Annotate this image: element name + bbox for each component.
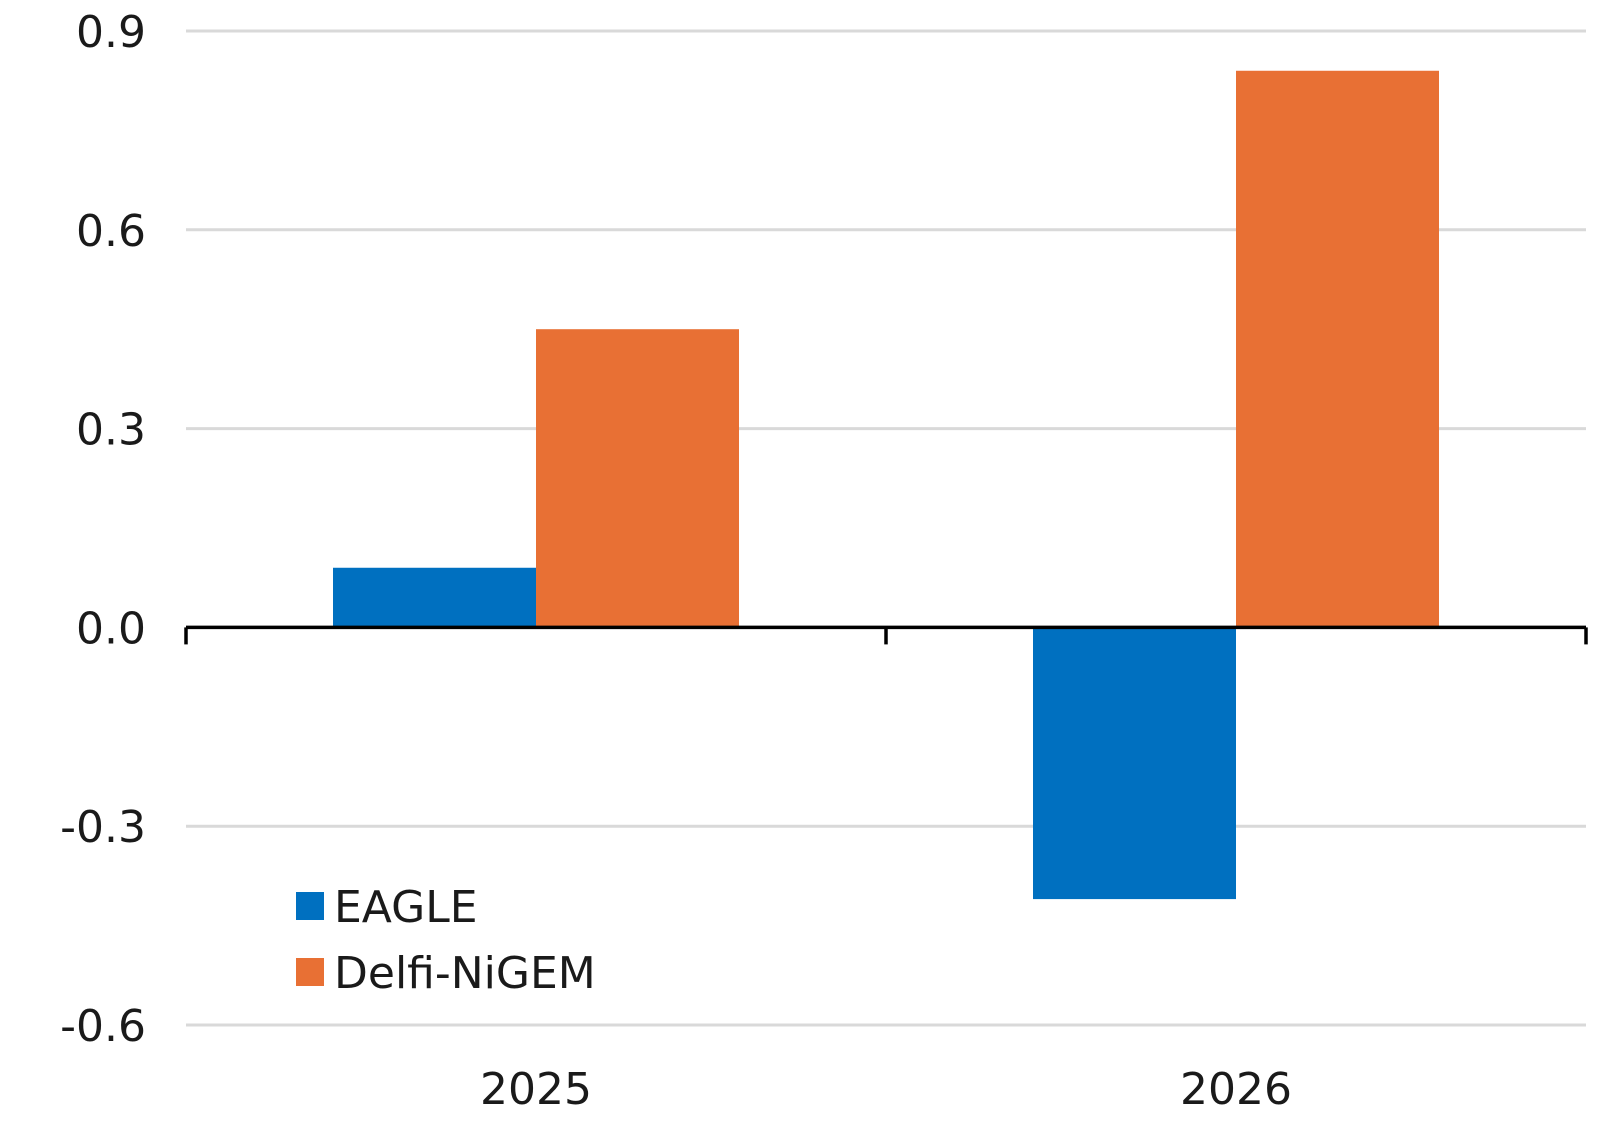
legend-swatch — [296, 892, 324, 920]
legend-swatch — [296, 958, 324, 986]
x-tick-label: 2026 — [1180, 1064, 1292, 1115]
zero-axis — [184, 625, 1588, 645]
y-tick-label: 0.0 — [76, 603, 146, 654]
bar-eagle-2025 — [333, 567, 536, 628]
y-tick-label: -0.3 — [60, 802, 146, 853]
bar-delfi-nigem-2026 — [1236, 70, 1439, 628]
bar-eagle-2026 — [1033, 627, 1236, 900]
bar-delfi-nigem-2025 — [536, 329, 739, 628]
y-tick-label: -0.6 — [60, 1001, 146, 1052]
x-tick-label: 2025 — [480, 1064, 592, 1115]
legend-label: EAGLE — [334, 882, 478, 933]
legend-label: Delfi-NiGEM — [334, 948, 596, 999]
x-axis-tick-labels: 2025 2026 — [480, 1064, 1292, 1115]
legend: EAGLE Delfi-NiGEM — [296, 882, 596, 999]
y-axis-tick-labels: -0.6 -0.3 0.0 0.3 0.6 0.9 — [60, 7, 146, 1052]
bars — [333, 70, 1439, 900]
y-tick-label: 0.3 — [76, 405, 146, 456]
y-tick-label: 0.9 — [76, 7, 146, 58]
y-tick-label: 0.6 — [76, 206, 146, 257]
